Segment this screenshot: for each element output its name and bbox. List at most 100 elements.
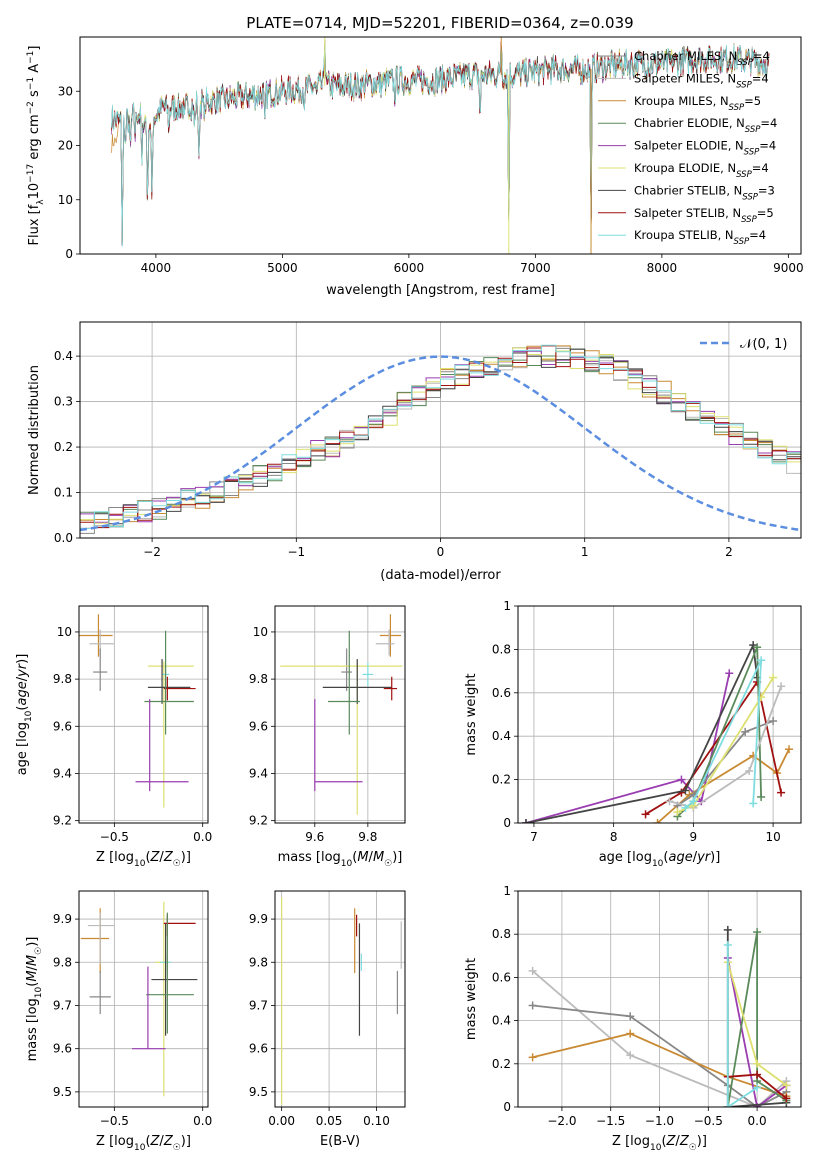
errorbar-chabrier-stelib xyxy=(147,659,191,704)
legend-subscript: SSP xyxy=(742,192,758,202)
errorbar-salpeter-elodie xyxy=(135,699,189,792)
histogram-chabrier-stelib xyxy=(80,348,801,529)
weight-vs-age-lines xyxy=(521,641,794,823)
weight-line xyxy=(532,970,787,1107)
y-tick-label: 9.9 xyxy=(249,912,268,926)
legend-subscript: SSP xyxy=(736,80,752,90)
x-tick-label: 7 xyxy=(530,830,538,844)
label-part: ☉ xyxy=(34,947,44,955)
label-part: 10 xyxy=(27,183,42,200)
x-tick-label: 1 xyxy=(581,545,589,559)
label-part: M xyxy=(357,850,368,865)
label-part: )] xyxy=(15,654,30,664)
y-tick-label: 0 xyxy=(503,816,511,830)
age-vs-mass-axes: 9.6 9.8 9.2 9.4 9.6 9.8 10 xyxy=(249,606,405,844)
y-tick-label: 1 xyxy=(503,599,511,613)
age-vs-mass-frame xyxy=(274,605,406,824)
legend-text: Salpeter STELIB, N xyxy=(634,206,741,220)
errorbar-chabrier-miles xyxy=(89,970,111,1015)
x-tick-label: 9.6 xyxy=(305,830,324,844)
weight-line xyxy=(726,931,787,1107)
age-vs-Z-x-label: Z [log10(Z/Z☉)] xyxy=(96,850,191,869)
mass-vs-Z-errorbars xyxy=(80,901,198,1097)
label-part: ☉ xyxy=(384,859,392,869)
legend-tail: =5 xyxy=(757,206,774,220)
weight-vs-Z-lines xyxy=(528,925,791,1107)
mass-vs-metallicity-panel: −0.5 0.09.59.69.79.89.9Z [log10(Z/Z☉)]mas… xyxy=(25,890,212,1153)
age-vs-Z-errorbars xyxy=(79,614,196,808)
mass-vs-Z-y-label: mass [log10(M/M☉)] xyxy=(25,937,44,1062)
mass-vs-Z-frame xyxy=(78,890,209,1108)
mass-vs-EBV-frame xyxy=(274,890,406,1108)
y-tick-label: 9.4 xyxy=(249,766,268,780)
label-part: mass [log xyxy=(25,998,40,1061)
x-tick-label: 4000 xyxy=(141,261,172,275)
histogram-chabrier-elodie xyxy=(80,348,801,527)
label-part: −17 xyxy=(26,164,36,183)
legend-tail: =4 xyxy=(752,71,769,85)
label-part: −1 xyxy=(26,51,36,64)
label-part: A xyxy=(27,64,42,77)
label-part: λ xyxy=(36,199,46,205)
weight-vs-age-y-label: mass weight xyxy=(464,673,479,755)
label-part: s xyxy=(27,90,42,101)
label-part: / xyxy=(369,850,374,865)
residuals-legend: 𝒩(0, 1) xyxy=(700,337,787,352)
y-tick-label: 1 xyxy=(503,884,511,898)
y-tick-label: 20 xyxy=(58,139,73,153)
y-tick-label: 0.1 xyxy=(54,486,73,500)
legend-tail: =5 xyxy=(744,94,761,108)
legend-entry-chabrier-elodie: Chabrier ELODIE, NSSP=4 xyxy=(634,116,777,135)
label-part: ( xyxy=(15,706,30,711)
errorbar-salpeter-elodie xyxy=(132,966,166,1050)
errorbar-chabrier-miles xyxy=(341,648,352,691)
y-tick-label: 0.4 xyxy=(492,1014,511,1028)
label-part: Z [log xyxy=(96,1134,134,1149)
label-part: / xyxy=(15,676,30,681)
label-part: mass [log xyxy=(278,850,341,865)
errorbar-kroupa-elodie xyxy=(147,661,194,808)
label-part: ( xyxy=(661,1134,666,1149)
label-part: 10 xyxy=(134,859,146,869)
label-part: ( xyxy=(25,982,40,987)
legend-normal-label: 𝒩(0, 1) xyxy=(740,337,787,352)
legend-entry-kroupa-miles: Kroupa MILES, NSSP=5 xyxy=(634,94,761,113)
y-tick-label: 0.6 xyxy=(492,686,511,700)
label-part: Z [log xyxy=(612,1134,650,1149)
y-tick-label: 0.2 xyxy=(492,1057,511,1071)
histogram-salpeter-elodie xyxy=(80,350,801,523)
x-tick-label: −1 xyxy=(287,545,305,559)
label-part: M xyxy=(25,955,40,966)
label-part: age xyxy=(668,850,692,865)
x-tick-label: 7000 xyxy=(520,261,551,275)
spectrum-axes: 4000 5000 6000 7000 8000 9000 0 10 20 30 xyxy=(58,84,804,275)
age-vs-Z-axes: −0.5 0.0 9.2 9.4 9.6 9.8 10 xyxy=(53,606,212,844)
label-part: Z xyxy=(679,1134,690,1149)
weight-line xyxy=(525,673,731,823)
weight-line xyxy=(726,957,787,1107)
weight-vs-age-frame xyxy=(517,605,802,824)
errorbar-salpeter-stelib xyxy=(383,676,398,701)
label-part: Z xyxy=(150,1134,161,1149)
legend-tail: =4 xyxy=(759,139,776,153)
mass-vs-extinction-panel: 0.00 0.05 0.10 9.5 9.6 9.7 9.8 9.9 E(B-V) xyxy=(249,890,406,1149)
label-part: ( xyxy=(352,850,357,865)
weight-line xyxy=(726,945,758,1107)
label-part: M xyxy=(25,970,40,981)
label-part: / xyxy=(693,850,698,865)
x-tick-label: −1.0 xyxy=(645,1114,674,1128)
x-tick-label: 9 xyxy=(690,830,698,844)
y-tick-label: 0.8 xyxy=(492,642,511,656)
weight-series-kroupa-stelib xyxy=(723,941,762,1107)
y-tick-label: 0.8 xyxy=(492,927,511,941)
label-part: erg cm xyxy=(27,114,42,163)
age-vs-mass-x-label: mass [log10(M/M☉)] xyxy=(278,850,403,869)
mass-vs-Z-axes: −0.5 0.0 9.5 9.6 9.7 9.8 9.9 xyxy=(53,891,212,1128)
y-tick-label: 9.6 xyxy=(249,719,268,733)
histogram-lines xyxy=(80,344,801,534)
legend-text: Kroupa ELODIE, N xyxy=(634,161,736,175)
errorbar-kroupa-miles xyxy=(379,614,402,657)
histogram-kroupa-stelib xyxy=(80,344,801,529)
